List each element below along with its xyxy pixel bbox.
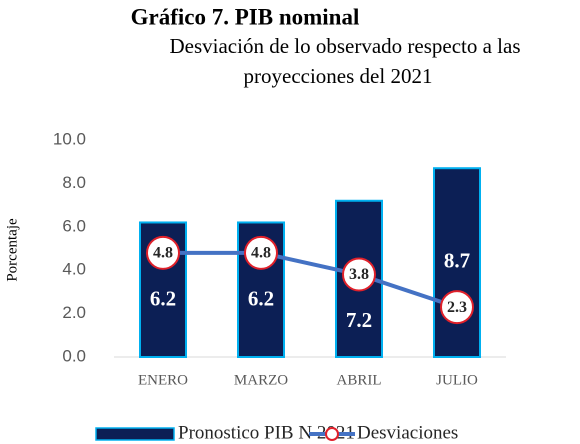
x-tick-label: MARZO [234,372,288,388]
y-axis-label: Porcentaje [4,218,20,282]
line-value-label: 3.8 [349,266,369,283]
bar [433,167,481,358]
legend-swatch [95,427,175,441]
x-tick-label: JULIO [436,372,478,388]
x-tick-label: ENERO [138,372,188,388]
bar-value-label: 8.7 [444,248,470,272]
x-tick-label: ABRIL [337,372,382,388]
y-tick-label: 2.0 [62,303,86,322]
line-marker [146,235,180,270]
bar-value-label: 6.2 [248,286,274,310]
bar-value-label: 6.2 [150,286,176,310]
legend-swatch [325,427,339,441]
line-value-label: 4.8 [153,245,173,262]
y-tick-label: 8.0 [62,173,86,192]
y-tick-label: 4.0 [62,260,86,279]
line-marker [342,257,376,292]
y-tick-label: 0.0 [62,346,86,365]
line-value-label: 4.8 [251,245,271,262]
y-tick-label: 6.0 [62,216,86,235]
bar-value-label: 7.2 [346,308,372,332]
chart-title: Gráfico 7. PIB nominal [131,4,360,29]
line-series [161,250,459,310]
chart-subtitle: proyecciones del 2021 [244,64,433,88]
chart-subtitle: Desviación de lo observado respecto a la… [169,34,520,58]
y-tick-label: 10.0 [53,129,86,148]
line-value-label: 2.3 [447,299,467,316]
line-marker [440,290,474,325]
legend-label: Pronostico PIB N 2021 [178,422,355,443]
line-marker [244,235,278,270]
legend-label: Desviaciones [357,422,458,443]
